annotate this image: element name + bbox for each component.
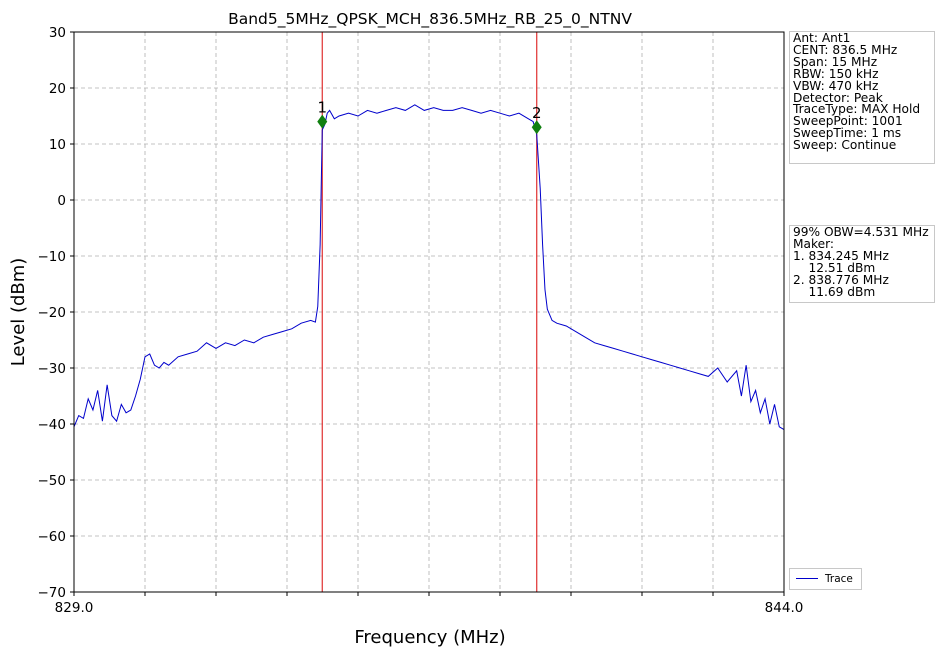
obw-panel: 99% OBW=4.531 MHz Maker: 1. 834.245 MHz 12… [789, 225, 935, 303]
marker-diamond [531, 120, 542, 135]
marker-label: 2 [532, 104, 542, 122]
obw-line: 1. 834.245 MHz [793, 248, 889, 263]
chart-title: Band5_5MHz_QPSK_MCH_836.5MHz_RB_25_0_NTN… [228, 10, 632, 29]
y-tick-label: 20 [49, 81, 66, 97]
obw-line: 99% OBW=4.531 MHz [793, 225, 929, 239]
settings-line: Ant: Ant1 [793, 31, 851, 45]
obw-line: 11.69 dBm [793, 284, 876, 299]
trace-line [73, 104, 785, 431]
y-tick-label: −30 [38, 361, 67, 377]
y-tick-label: −10 [38, 249, 67, 265]
settings-line: TraceType: MAX Hold [793, 102, 921, 117]
y-axis-label: Level (dBm) [8, 258, 29, 367]
marker-label: 1 [317, 99, 327, 117]
settings-line: CENT: 836.5 MHz [793, 42, 898, 57]
y-tick-label: 30 [49, 25, 66, 41]
legend-label: Trace [825, 573, 853, 585]
y-tick-label: 10 [49, 137, 66, 153]
settings-line: VBW: 470 kHz [793, 78, 879, 93]
y-tick-label: −50 [38, 473, 67, 489]
x-axis-label: Frequency (MHz) [354, 627, 505, 648]
obw-line: Maker: [793, 236, 835, 251]
settings-line: SweepTime: 1 ms [793, 126, 902, 141]
settings-line: RBW: 150 kHz [793, 66, 879, 81]
marker-diamond [317, 114, 328, 129]
settings-line: Sweep: Continue [793, 138, 897, 153]
x-tick-label: 844.0 [765, 600, 804, 616]
grid [74, 32, 784, 592]
x-tick-label: 829.0 [55, 600, 94, 616]
obw-line: 2. 838.776 MHz [793, 272, 889, 287]
trace-layer [73, 104, 785, 431]
y-tick-label: −40 [38, 417, 67, 433]
y-tick-label: −60 [38, 529, 67, 545]
settings-line: Span: 15 MHz [793, 54, 878, 69]
y-tick-label: −70 [38, 585, 67, 601]
y-tick-label: −20 [38, 305, 67, 321]
settings-panel: Ant: Ant1 CENT: 836.5 MHz Span: 15 MHz RBW:… [789, 31, 935, 164]
legend-swatch [796, 578, 818, 579]
settings-line: SweepPoint: 1001 [793, 114, 903, 129]
obw-line: 12.51 dBm [793, 260, 876, 275]
y-tick-label: 0 [57, 193, 66, 209]
settings-line: Detector: Peak [793, 90, 883, 105]
legend: Trace [789, 568, 862, 590]
